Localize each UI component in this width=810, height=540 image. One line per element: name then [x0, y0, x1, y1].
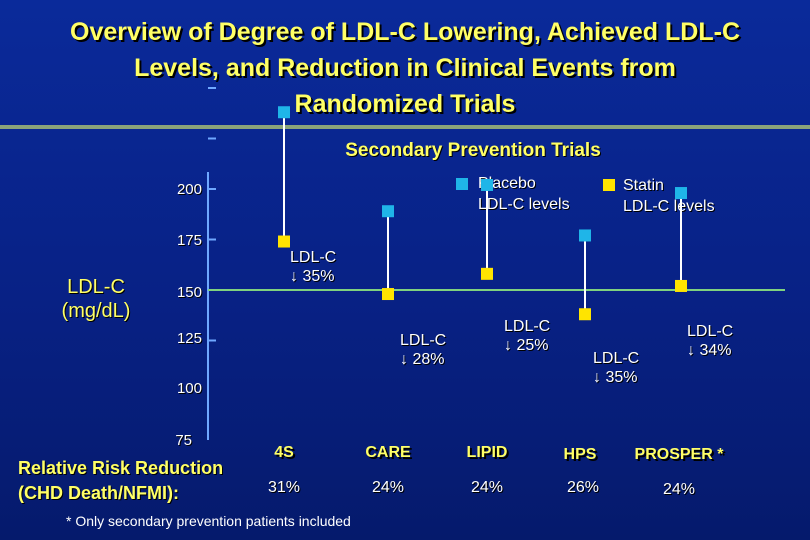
down-arrow-icon: ↓: [504, 337, 512, 354]
chart-title: Secondary Prevention Trials: [345, 140, 601, 161]
y-tick-label: 150: [176, 284, 202, 301]
rrr-value: 26%: [566, 479, 600, 496]
trial-name: 4S: [274, 444, 294, 461]
annotation-change-row: ↓ 35%: [290, 267, 336, 286]
rrr-label-line-2: (CHD Death/NFMI):: [18, 483, 179, 503]
annotation-change: 35%: [605, 369, 638, 386]
down-arrow-icon: ↓: [687, 342, 695, 359]
statin-marker: [675, 279, 687, 292]
rrr-value: 24%: [371, 479, 405, 496]
annotation-change: 34%: [699, 342, 732, 359]
rrr-value: 31%: [267, 479, 301, 496]
title-line-1: Overview of Degree of LDL-C Lowering, Ac…: [70, 18, 740, 46]
slide-title: Overview of Degree of LDL-C Lowering, Ac…: [0, 14, 810, 122]
placebo-marker: [382, 205, 394, 218]
rrr-label-line-1: Relative Risk Reduction: [18, 458, 224, 478]
y-tick-label: 200: [176, 181, 202, 198]
annotation-4s: LDL-C ↓ 35%: [290, 248, 336, 286]
annotation-change-row: ↓ 35%: [593, 368, 639, 387]
statin-marker: [579, 308, 591, 321]
rrr-value: 24%: [662, 481, 696, 498]
trial-name: HPS: [563, 446, 597, 463]
annotation-label: LDL-C: [400, 332, 447, 349]
placebo-marker: [675, 187, 687, 200]
placebo-marker: [278, 106, 290, 119]
annotation-label: LDL-C: [504, 318, 551, 335]
rrr-value: 24%: [470, 479, 504, 496]
annotation-change: 25%: [516, 337, 549, 354]
statin-marker: [278, 235, 290, 248]
annotation-lipid: LDL-C ↓ 25%: [504, 317, 550, 355]
y-tick-label: 75: [175, 432, 192, 449]
y-tick-label: 175: [176, 232, 202, 249]
annotation-label: LDL-C: [290, 249, 337, 266]
title-line-2: Levels, and Reduction in Clinical Events…: [134, 54, 676, 82]
legend-statin-line-1: Statin: [623, 177, 664, 194]
y-axis-label-line-1: LDL-C: [67, 276, 125, 298]
y-tick-label: 125: [176, 330, 202, 347]
title-divider: [0, 125, 810, 129]
statin-marker: [481, 267, 493, 280]
down-arrow-icon: ↓: [593, 369, 601, 386]
rrr-label: Relative Risk Reduction (CHD Death/NFMI)…: [18, 456, 223, 506]
annotation-label: LDL-C: [593, 350, 640, 367]
annotation-change: 28%: [412, 351, 445, 368]
annotation-change: 35%: [302, 268, 335, 285]
statin-marker: [382, 288, 394, 301]
y-tick-label: 100: [176, 380, 202, 397]
placebo-marker: [579, 229, 591, 242]
legend-statin-swatch: [603, 179, 615, 191]
annotation-change-row: ↓ 34%: [687, 341, 733, 360]
trial-name: CARE: [365, 444, 411, 461]
annotation-change-row: ↓ 28%: [400, 350, 446, 369]
down-arrow-icon: ↓: [400, 351, 408, 368]
annotation-care: LDL-C ↓ 28%: [400, 331, 446, 369]
legend-statin-label: Statin LDL-C levels: [623, 175, 715, 217]
down-arrow-icon: ↓: [290, 268, 298, 285]
title-line-3: Randomized Trials: [294, 90, 516, 118]
legend-statin-line-2: LDL-C levels: [623, 198, 715, 215]
annotation-hps: LDL-C ↓ 35%: [593, 349, 639, 387]
trial-name: LIPID: [466, 444, 508, 461]
annotation-prosper: LDL-C ↓ 34%: [687, 322, 733, 360]
placebo-marker: [481, 178, 493, 191]
annotation-change-row: ↓ 25%: [504, 336, 550, 355]
y-axis-label-line-2: (mg/dL): [61, 300, 131, 322]
trial-name: PROSPER *: [634, 446, 724, 463]
footnote: * Only secondary prevention patients inc…: [66, 513, 351, 529]
legend-placebo-line-2: LDL-C levels: [478, 196, 570, 213]
y-axis-label: LDL-C (mg/dL): [36, 275, 156, 323]
legend-placebo-swatch: [456, 178, 468, 190]
annotation-label: LDL-C: [687, 323, 734, 340]
